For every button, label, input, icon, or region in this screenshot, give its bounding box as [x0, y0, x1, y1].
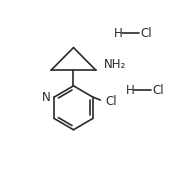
Text: NH₂: NH₂: [103, 58, 126, 71]
Text: Cl: Cl: [141, 27, 152, 40]
Text: H: H: [126, 84, 135, 97]
Text: Cl: Cl: [153, 84, 164, 97]
Text: Cl: Cl: [105, 95, 117, 108]
Text: N: N: [42, 91, 51, 104]
Text: H: H: [114, 27, 123, 40]
